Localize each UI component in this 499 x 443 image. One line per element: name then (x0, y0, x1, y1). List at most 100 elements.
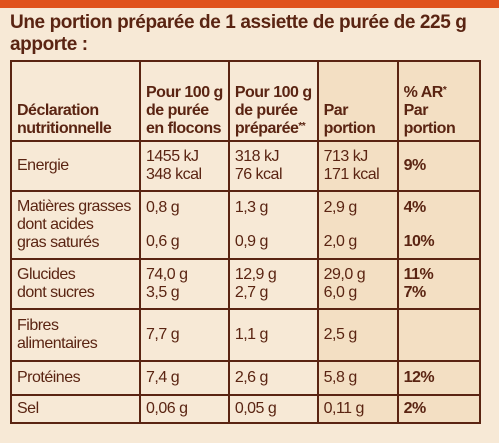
cell-value: 2,5 g (316, 308, 399, 362)
cell-value: 2,9 g 2,0 g (316, 190, 399, 260)
header-per-100g-prepared: Pour 100 g de purée préparée** (227, 60, 319, 142)
serving-intro-text: Une portion préparée de 1 assiette de pu… (10, 12, 467, 55)
cell-ar: 2% (396, 394, 481, 424)
header-declaration: Déclaration nutritionnelle (10, 60, 141, 142)
header-text: Pour 100 g (234, 84, 312, 101)
cell-value: 713 kJ 171 kcal (316, 140, 399, 192)
header-text: en flocons (146, 120, 222, 137)
label-text: Fibres (17, 317, 59, 334)
header-per-portion: Par portion (316, 60, 399, 142)
header-text: de purée (234, 102, 298, 119)
value-text: 9% (403, 157, 427, 174)
cell-ar: 12% (396, 360, 481, 396)
row-label: Sel (10, 394, 141, 424)
header-text: préparée (234, 120, 299, 137)
value-text: 7,4 g (146, 369, 180, 386)
row-matieres-grasses: Matières grasses dont acides gras saturés … (10, 190, 481, 260)
row-label: Glucides dont sucres (10, 258, 141, 310)
value-text: 10% (403, 233, 435, 250)
value-text: 2,9 g (323, 199, 358, 216)
cell-value: 1,1 g (227, 308, 319, 362)
value-text: 0,06 g (146, 400, 188, 417)
cell-value: 1455 kJ 348 kcal (139, 140, 230, 192)
value-text: 76 kcal (234, 166, 283, 183)
value-text: 4% (403, 199, 427, 216)
cell-value: 0,06 g (139, 394, 230, 424)
value-text: 2% (403, 400, 427, 417)
cell-value: 7,4 g (139, 360, 230, 396)
row-label: Protéines (10, 360, 141, 396)
cell-value: 12,9 g 2,7 g (227, 258, 319, 310)
value-text: 0,6 g (146, 233, 180, 250)
value-text: 348 kcal (146, 166, 202, 183)
label-text: gras saturés (17, 234, 100, 251)
cell-value: 1,3 g 0,9 g (227, 190, 319, 260)
header-text: de purée (146, 102, 209, 119)
value-text: 1455 kJ (146, 148, 199, 165)
cell-value: 5,8 g (316, 360, 399, 396)
header-text: % AR (403, 84, 444, 101)
label-text: Matières grasses (17, 198, 131, 215)
cell-ar (396, 308, 481, 362)
value-text: 7,7 g (146, 326, 180, 343)
nutrition-table: Déclaration nutritionnelle Pour 100 g de… (10, 60, 481, 424)
value-text: 171 kcal (323, 166, 380, 183)
value-text: 318 kJ (234, 148, 280, 165)
value-text: 2,5 g (323, 326, 358, 343)
value-text: 2,0 g (323, 233, 358, 250)
header-ar-per-portion: % AR* Par portion (396, 60, 481, 142)
header-text: portion (403, 120, 456, 137)
header-row: Déclaration nutritionnelle Pour 100 g de… (10, 60, 481, 142)
value-text: 0,11 g (323, 400, 365, 417)
row-proteines: Protéines 7,4 g 2,6 g 5,8 g 12% (10, 360, 481, 396)
header-text: nutritionnelle (17, 120, 112, 137)
label-text: dont acides (17, 216, 94, 233)
cell-ar: 11% 7% (396, 258, 481, 310)
footnote-marker: ** (298, 121, 306, 132)
row-sel: Sel 0,06 g 0,05 g 0,11 g 2% (10, 394, 481, 424)
value-text: 0,9 g (234, 233, 269, 250)
header-text: portion (323, 120, 376, 137)
header-text: Pour 100 g (146, 84, 223, 101)
cell-value: 29,0 g 6,0 g (316, 258, 399, 310)
value-text: 12% (403, 369, 435, 386)
cell-ar: 4% 10% (396, 190, 481, 260)
label-text: Sel (17, 400, 39, 417)
cell-value: 0,8 g 0,6 g (139, 190, 230, 260)
row-label: Energie (10, 140, 141, 192)
row-glucides: Glucides dont sucres 74,0 g 3,5 g 12,9 g 2,… (10, 258, 481, 310)
value-text: 2,6 g (234, 369, 269, 386)
header-text: Par (403, 102, 429, 119)
label-text: Glucides (17, 266, 76, 283)
value-text: 29,0 g (323, 266, 366, 283)
value-text: 11% (403, 266, 434, 283)
row-label: Matières grasses dont acides gras saturés (10, 190, 141, 260)
value-text: 1,1 g (234, 326, 269, 343)
row-label: Fibres alimentaires (10, 308, 141, 362)
value-text: 7% (403, 284, 427, 301)
value-text: 1,3 g (234, 199, 269, 216)
label-text: Energie (17, 157, 69, 174)
top-color-band (0, 0, 499, 8)
label-text: dont sucres (17, 284, 95, 301)
value-text: 5,8 g (323, 369, 358, 386)
footnote-marker: * (442, 85, 447, 96)
row-energie: Energie 1455 kJ 348 kcal 318 kJ 76 kcal 71… (10, 140, 481, 192)
label-text: alimentaires (17, 335, 98, 352)
cell-value: 2,6 g (227, 360, 319, 396)
value-text: 0,05 g (234, 400, 277, 417)
value-text: 713 kJ (323, 148, 369, 165)
cell-ar: 9% (396, 140, 481, 192)
cell-value: 0,05 g (227, 394, 319, 424)
value-text: 74,0 g (146, 266, 188, 283)
value-text: 6,0 g (323, 284, 358, 301)
cell-value: 7,7 g (139, 308, 230, 362)
value-text: 2,7 g (234, 284, 269, 301)
cell-value: 318 kJ 76 kcal (227, 140, 319, 192)
header-per-100g-flakes: Pour 100 g de purée en flocons (139, 60, 230, 142)
header-text: Par (323, 102, 349, 119)
cell-value: 0,11 g (316, 394, 399, 424)
value-text: 12,9 g (234, 266, 277, 283)
row-fibres: Fibres alimentaires 7,7 g 1,1 g 2,5 g (10, 308, 481, 362)
label-text: Protéines (17, 369, 81, 386)
